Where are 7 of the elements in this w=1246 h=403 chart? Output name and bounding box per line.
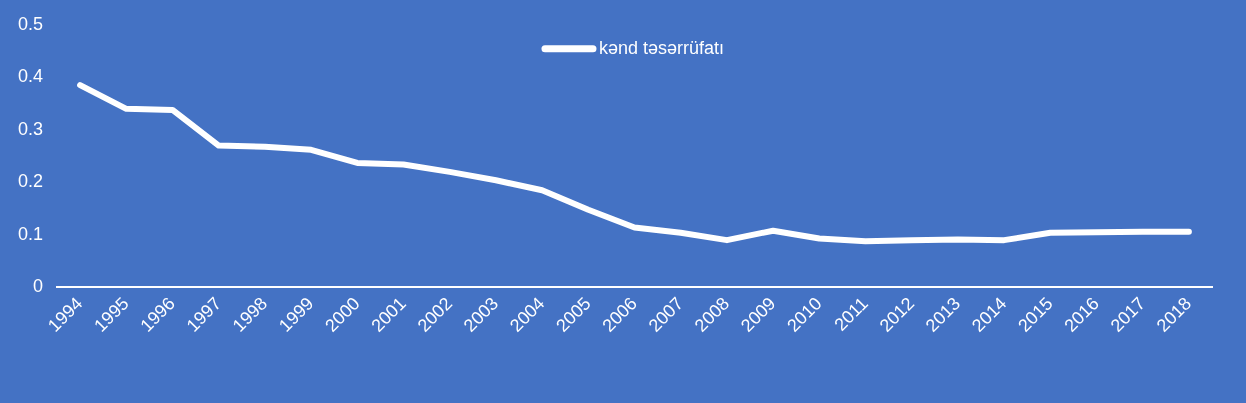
y-tick-label: 0.5: [17, 13, 44, 34]
y-tick-label: 0.2: [17, 171, 44, 192]
y-tick-label: 0.3: [17, 118, 44, 139]
y-tick-label: 0.4: [17, 66, 44, 87]
y-tick-label: 0.1: [17, 223, 44, 244]
y-tick-label: 0: [33, 276, 44, 297]
legend-label: kənd təsərrüfatı: [598, 37, 725, 58]
